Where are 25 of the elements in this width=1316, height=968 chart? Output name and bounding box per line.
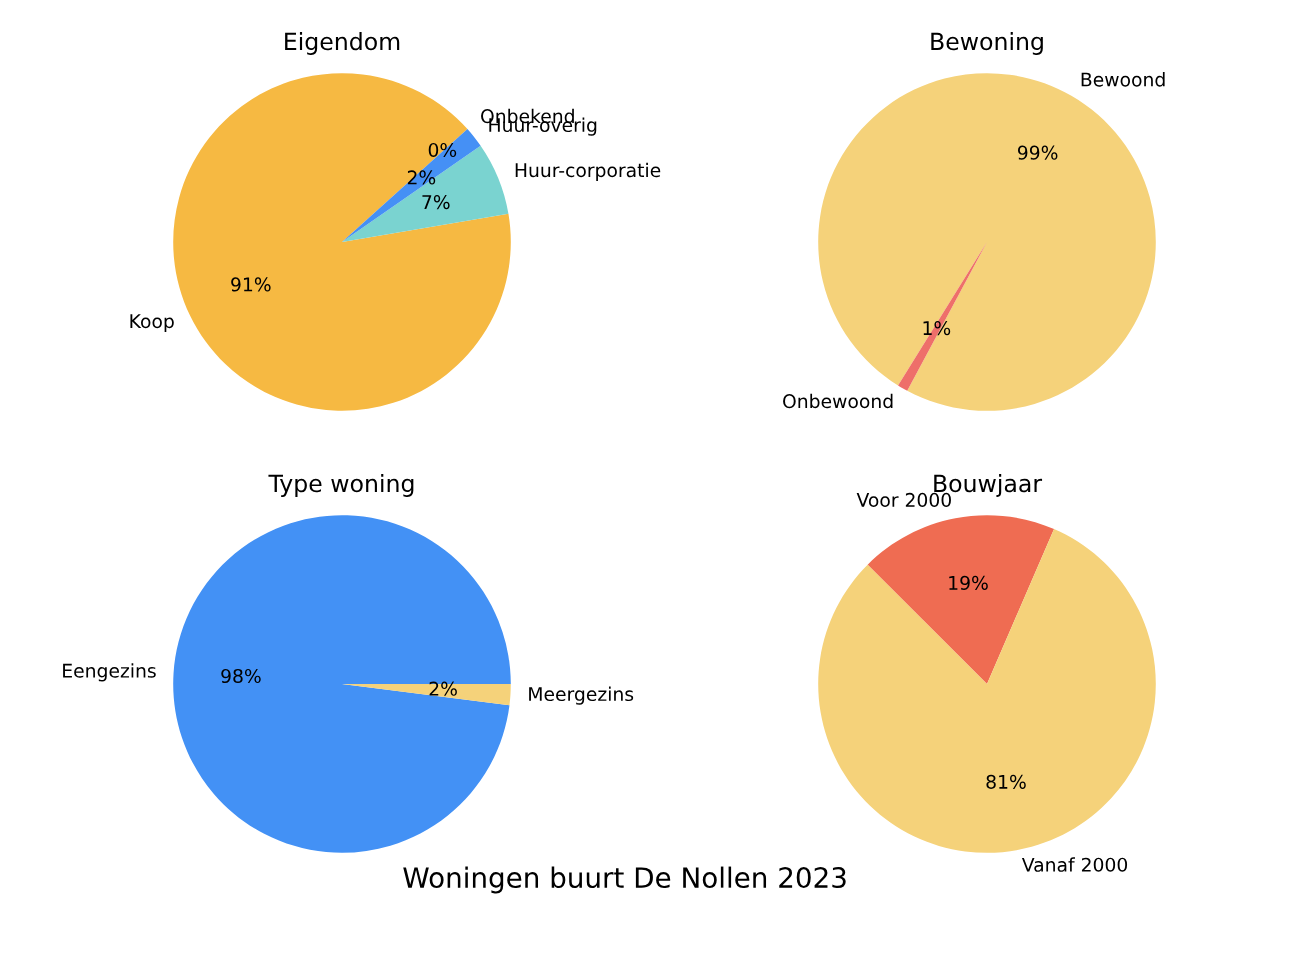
data-label: 7%	[422, 194, 450, 210]
pie-slice	[867, 515, 1055, 684]
slice-label: Koop	[130, 314, 174, 332]
chart-title: Type woning	[268, 474, 414, 497]
pie-slice	[898, 242, 987, 391]
slice-label: Huur-corporatie	[515, 162, 661, 181]
pie-slice	[342, 145, 509, 242]
data-label: 91%	[231, 277, 271, 292]
slice-label: Vanaf 2000	[1021, 857, 1128, 872]
data-label: 2%	[429, 681, 457, 696]
data-label: 81%	[986, 774, 1026, 789]
chart-title: Bewoning	[931, 32, 1043, 55]
slice-label: Meergezins	[529, 686, 634, 705]
data-label: 1%	[923, 320, 951, 336]
text: Woningen buurt De Nollen 2023	[403, 866, 846, 894]
data-label: 98%	[221, 668, 261, 684]
slice-label: Onbewoond	[783, 393, 893, 409]
pie-slice	[342, 129, 481, 242]
data-label: 99%	[1017, 145, 1058, 160]
chart-title: Eigendom	[285, 32, 400, 55]
slice-label: Eengezins	[63, 663, 156, 682]
slice-label: Bewoond	[1081, 72, 1165, 87]
pie-slice	[173, 515, 511, 853]
pie-slice	[818, 529, 1156, 853]
data-label: 19%	[949, 575, 988, 590]
